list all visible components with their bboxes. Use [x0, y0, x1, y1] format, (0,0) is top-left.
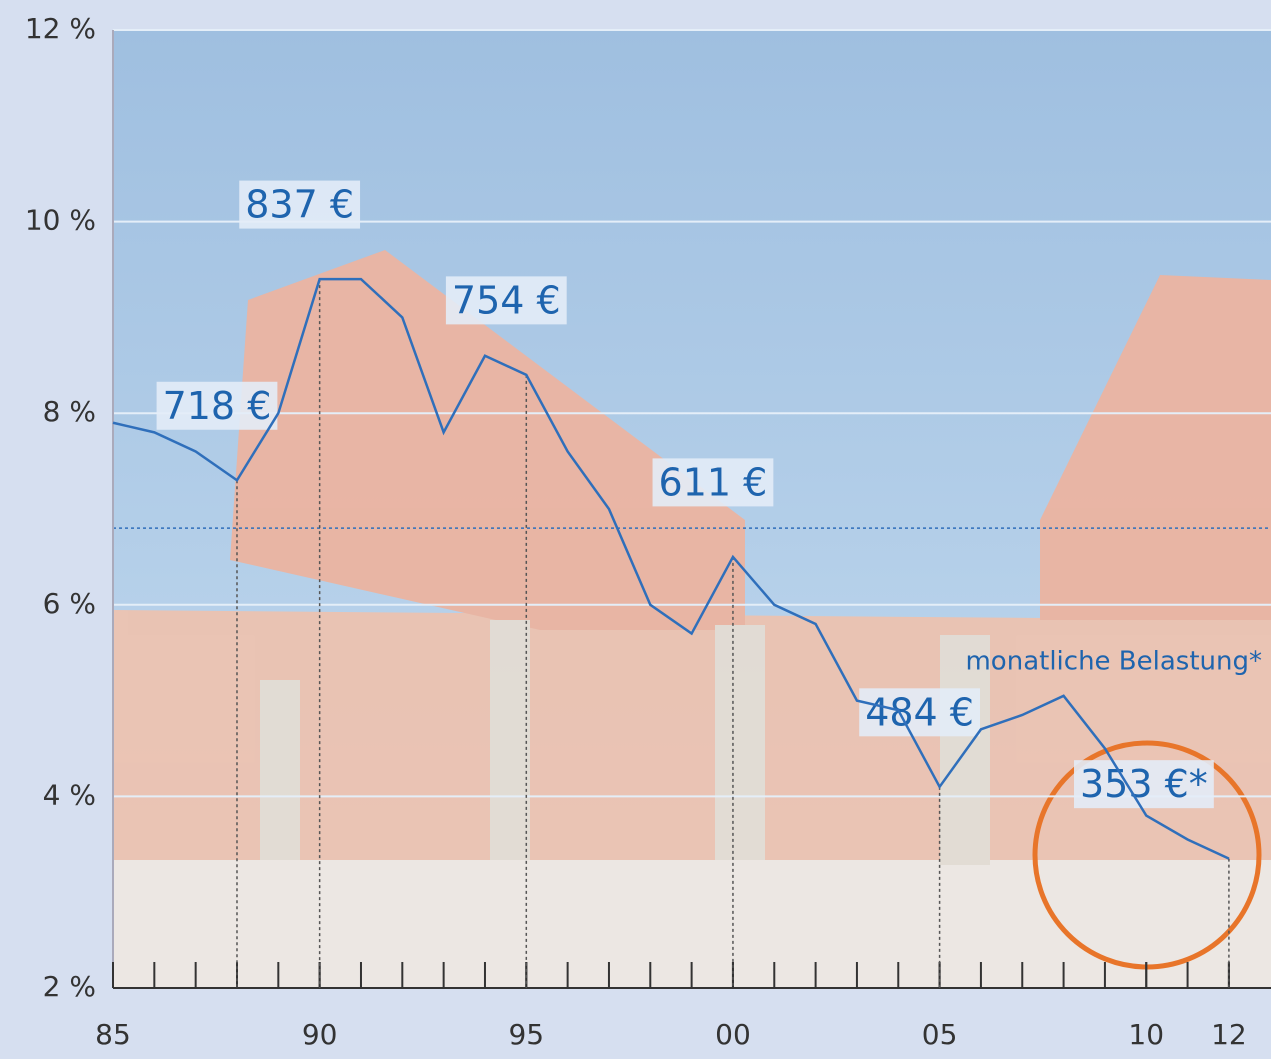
chart: 2 % 4 % 6 % 8 % 10 % 12 % 85 90 95 00 05 10 12 718 € 8… [0, 0, 1271, 1055]
x-tick-label: 85 [95, 1018, 131, 1051]
y-tick-label: 12 % [25, 12, 96, 45]
y-tick-label: 4 % [43, 778, 96, 811]
x-tick-label: 10 [1128, 1018, 1164, 1051]
payment-label-group: 353 €* [1074, 760, 1214, 808]
y-tick-label: 2 % [43, 970, 96, 1003]
payment-label: 611 € [659, 460, 768, 504]
payment-label: 718 € [163, 384, 272, 428]
x-tick-label: 90 [302, 1018, 338, 1051]
x-tick-label: 12 [1211, 1018, 1247, 1051]
y-tick-label: 8 % [43, 395, 96, 428]
payment-label-group: 611 € [653, 458, 774, 506]
annotation: monatliche Belastung* [965, 647, 1262, 677]
x-tick-label: 05 [922, 1018, 958, 1051]
payment-label-group: 837 € [239, 181, 360, 229]
payment-label: 353 €* [1080, 762, 1208, 806]
payment-label-group: 718 € [157, 382, 278, 430]
payment-label-group: 484 € [859, 688, 980, 736]
page: {"chart_data": {"type": "line", "x": [19… [0, 0, 1271, 1055]
y-tick-label: 6 % [43, 587, 96, 620]
x-tick-label: 00 [715, 1018, 751, 1051]
payment-label-group: 754 € [446, 276, 567, 324]
payment-label: 484 € [865, 690, 974, 734]
payment-label: 837 € [245, 183, 354, 227]
x-tick-label: 95 [508, 1018, 544, 1051]
payment-label: 754 € [452, 278, 561, 322]
y-tick-label: 10 % [25, 204, 96, 237]
